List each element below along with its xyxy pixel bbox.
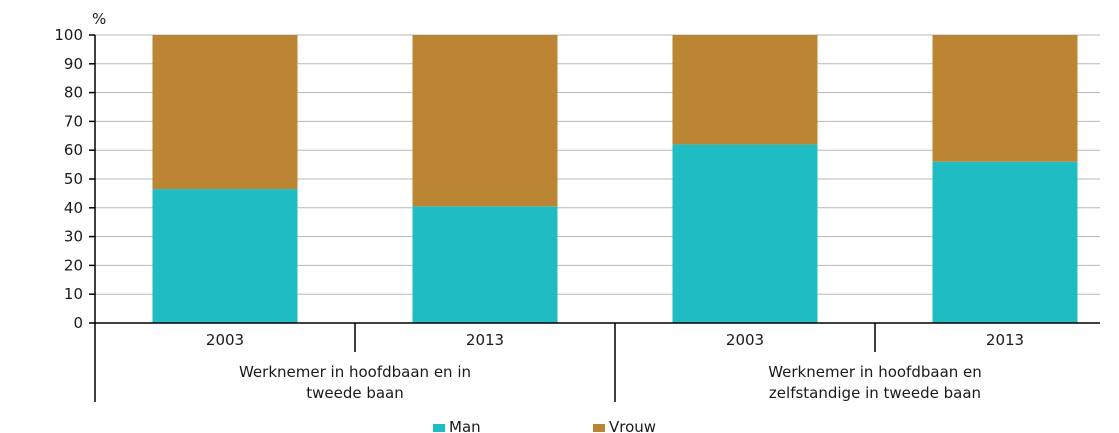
x-category-label: 2013 (466, 331, 504, 349)
y-tick-labels: 0 10 20 30 40 50 60 70 80 90 100 (54, 26, 83, 332)
y-tick-label: 40 (64, 199, 83, 217)
bars (152, 35, 1078, 323)
x-group-label: tweede baan (306, 384, 404, 402)
bar-man (412, 206, 558, 323)
legend-swatch-man (433, 424, 445, 432)
y-tick-label: 100 (54, 26, 83, 44)
y-tick-label: 30 (64, 228, 83, 246)
bar-vrouw (412, 35, 558, 207)
legend-label-vrouw: Vrouw (609, 418, 656, 433)
x-group-label: zelfstandige in tweede baan (769, 384, 981, 402)
y-tick-label: 50 (64, 170, 83, 188)
y-tick-label: 20 (64, 256, 83, 274)
x-group-label: Werknemer in hoofdbaan en (768, 363, 982, 381)
y-tick-label: 60 (64, 141, 83, 159)
y-tick-label: 90 (64, 55, 83, 73)
bar-man (152, 189, 298, 323)
y-tick-label: 0 (73, 314, 83, 332)
x-group-labels: Werknemer in hoofdbaan en in tweede baan W… (239, 363, 982, 402)
x-category-label: 2013 (986, 331, 1024, 349)
x-category-label: 2003 (206, 331, 244, 349)
bar-man (932, 161, 1078, 323)
bar-vrouw (672, 35, 818, 145)
y-tick-label: 10 (64, 285, 83, 303)
axes (89, 34, 1100, 402)
x-category-labels: 2003 2013 2003 2013 (206, 331, 1024, 349)
bar-vrouw (932, 35, 1078, 162)
y-unit-label: % (92, 10, 106, 28)
legend-label-man: Man (449, 418, 481, 433)
y-tick-label: 80 (64, 84, 83, 102)
x-category-label: 2003 (726, 331, 764, 349)
legend: Man Vrouw (433, 418, 656, 433)
bar-man (672, 144, 818, 323)
y-tick-label: 70 (64, 112, 83, 130)
legend-swatch-vrouw (593, 424, 605, 432)
x-group-label: Werknemer in hoofdbaan en in (239, 363, 471, 381)
bar-vrouw (152, 35, 298, 190)
